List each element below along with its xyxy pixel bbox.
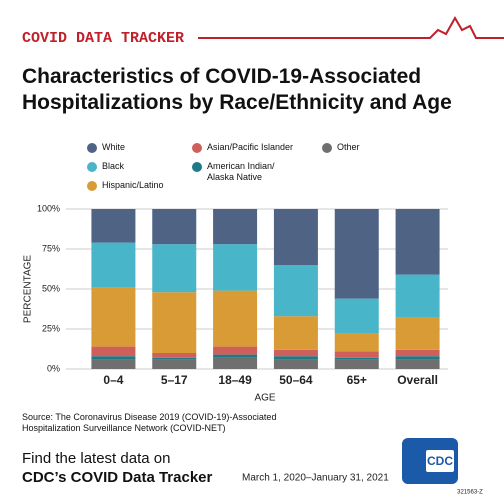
bar-segment bbox=[152, 292, 197, 353]
bar-segment bbox=[395, 359, 440, 369]
bar-segment bbox=[273, 316, 318, 350]
bar-segment bbox=[91, 287, 136, 347]
bar-segment bbox=[213, 357, 258, 369]
source: Source: The Coronavirus Disease 2019 (CO… bbox=[22, 412, 277, 433]
bar-segment bbox=[152, 357, 197, 360]
bar-segment bbox=[91, 356, 136, 360]
y-axis-label: PERCENTAGE bbox=[23, 255, 34, 323]
legend-swatch bbox=[87, 143, 97, 153]
bar-segment bbox=[273, 349, 318, 357]
legend-label: Hispanic/Latino bbox=[102, 180, 164, 190]
logo-inner bbox=[426, 450, 454, 472]
bar-segment bbox=[213, 346, 258, 355]
bar-segment bbox=[213, 209, 258, 245]
legend-label: American Indian/ Alaska Native bbox=[207, 161, 275, 182]
bar-segment bbox=[91, 359, 136, 369]
bar-segment bbox=[213, 354, 258, 358]
y-tick-label: 25% bbox=[42, 323, 60, 333]
x-tick-label: 65+ bbox=[347, 373, 367, 387]
legend-label: White bbox=[102, 142, 126, 152]
bar-segment bbox=[334, 351, 379, 358]
bar-segment bbox=[152, 353, 197, 358]
x-tick-label: 0–4 bbox=[103, 373, 123, 387]
legend-label: Other bbox=[337, 142, 360, 152]
bar-segment bbox=[273, 209, 318, 265]
bar-segment bbox=[334, 298, 379, 334]
legend-swatch bbox=[87, 162, 97, 172]
bar-segment bbox=[395, 274, 440, 318]
legend-label: Asian/Pacific Islander bbox=[207, 142, 294, 152]
bar-segment bbox=[334, 357, 379, 360]
bar-segment bbox=[273, 359, 318, 369]
legend-swatch bbox=[322, 143, 332, 153]
date-range: March 1, 2020–January 31, 2021 bbox=[242, 473, 389, 484]
code: 321563-Z bbox=[457, 490, 483, 496]
legend-swatch bbox=[192, 143, 202, 153]
bar-segment bbox=[334, 333, 379, 352]
bar-segment bbox=[273, 356, 318, 360]
bar-segment bbox=[334, 359, 379, 369]
x-tick-label: Overall bbox=[397, 373, 438, 387]
legend-swatch bbox=[87, 181, 97, 191]
y-tick-label: 0% bbox=[47, 363, 60, 373]
y-tick-label: 100% bbox=[37, 203, 60, 213]
logo-text: CDC bbox=[427, 454, 453, 468]
x-axis-label: AGE bbox=[254, 393, 275, 404]
bar-segment bbox=[395, 317, 440, 350]
bar-segment bbox=[273, 265, 318, 317]
bar-segment bbox=[152, 244, 197, 293]
bar-segment bbox=[152, 359, 197, 369]
banner-line bbox=[198, 15, 504, 39]
x-tick-label: 5–17 bbox=[161, 373, 188, 387]
y-tick-label: 75% bbox=[42, 243, 60, 253]
cta-bold: CDC’s COVID Data Tracker bbox=[22, 469, 213, 486]
bar-segment bbox=[213, 290, 258, 347]
title: Characteristics of COVID-19-Associated H… bbox=[22, 65, 452, 114]
bar-segment bbox=[395, 349, 440, 357]
x-tick-label: 50–64 bbox=[279, 373, 313, 387]
bar-segment bbox=[152, 209, 197, 245]
cta: Find the latest data on bbox=[22, 450, 171, 467]
legend-swatch bbox=[192, 162, 202, 172]
banner: COVID DATA TRACKER bbox=[22, 30, 184, 47]
y-tick-label: 50% bbox=[42, 283, 60, 293]
bar-segment bbox=[334, 209, 379, 299]
bar-segment bbox=[91, 346, 136, 357]
bar-segment bbox=[213, 244, 258, 291]
bar-segment bbox=[395, 356, 440, 360]
bar-segment bbox=[395, 209, 440, 275]
bar-segment bbox=[91, 209, 136, 243]
x-tick-label: 18–49 bbox=[218, 373, 252, 387]
bar-segment bbox=[91, 242, 136, 288]
legend-label: Black bbox=[102, 161, 125, 171]
